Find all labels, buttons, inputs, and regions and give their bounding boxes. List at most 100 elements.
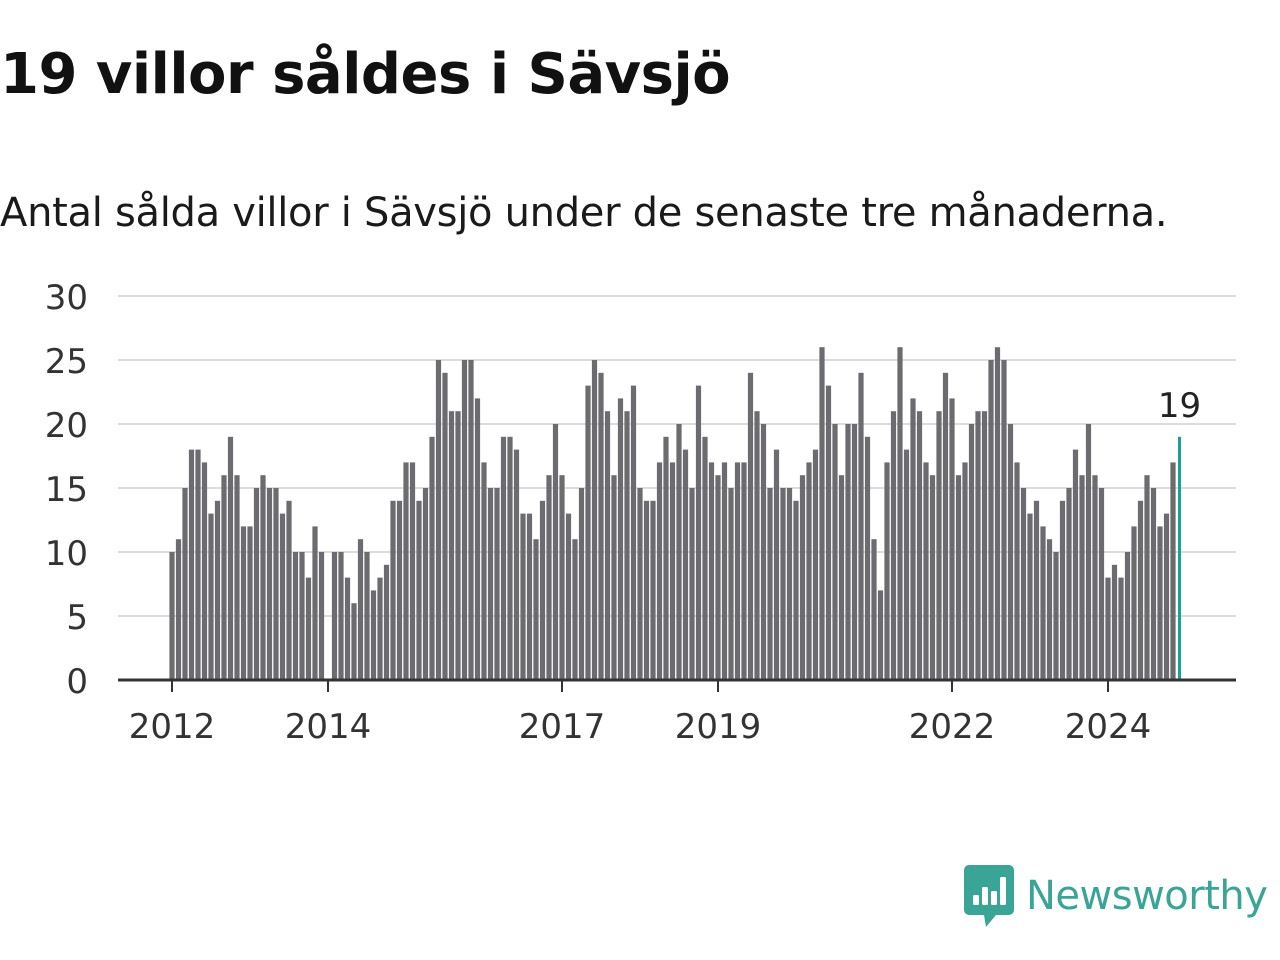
y-tick-label: 5 [66, 598, 88, 638]
bar [357, 539, 364, 680]
y-tick-label: 10 [45, 534, 88, 574]
bar [253, 488, 260, 680]
bar [526, 513, 533, 680]
bar [377, 577, 383, 680]
bar [1066, 488, 1072, 680]
bar [507, 436, 513, 680]
bar [390, 500, 396, 680]
bar [1098, 488, 1105, 680]
bar [533, 539, 539, 680]
bar [871, 539, 877, 680]
y-tick-label: 15 [45, 470, 88, 510]
bar [988, 360, 994, 680]
bar [923, 462, 929, 680]
chart-title: 19 villor såldes i Sävsjö [0, 42, 731, 107]
bar [1059, 500, 1066, 680]
bar [864, 436, 871, 680]
bar [1053, 552, 1059, 680]
bar [403, 462, 409, 680]
y-axis-ticks: 0 5 10 15 20 25 30 [45, 278, 88, 702]
bar [890, 411, 897, 680]
bar [1033, 500, 1040, 680]
bar [799, 475, 806, 680]
bar [318, 552, 325, 680]
bar [286, 500, 292, 680]
bar [305, 577, 312, 680]
bar [858, 372, 864, 680]
bar [214, 500, 221, 680]
bar [1040, 526, 1046, 680]
bar [331, 552, 338, 680]
bar [266, 488, 273, 680]
bar [188, 449, 195, 680]
highlight-value-label: 19 [1158, 386, 1201, 426]
bar [461, 360, 468, 680]
bar [994, 347, 1001, 680]
bar [604, 411, 611, 680]
bar [877, 590, 884, 680]
bar [494, 488, 500, 680]
brand-logo: Newsworthy [964, 864, 1268, 928]
bar [1027, 513, 1033, 680]
bar [565, 513, 572, 680]
bar [949, 398, 955, 680]
bar [591, 360, 598, 680]
bar-chart: 0 5 10 15 20 25 30 2012 2014 2017 2019 2022 2024 19 [45, 278, 1236, 747]
x-tick-label: 2014 [285, 707, 372, 747]
bar [760, 424, 767, 680]
bar [682, 449, 689, 680]
bar [650, 500, 656, 680]
bar [643, 500, 650, 680]
bar [240, 526, 247, 680]
bar [832, 424, 838, 680]
bars [169, 347, 1181, 680]
bar [409, 462, 416, 680]
bar [1131, 526, 1137, 680]
bar [611, 475, 617, 680]
bar [747, 372, 754, 680]
bar [838, 475, 845, 680]
bar [208, 513, 214, 680]
bar [936, 411, 942, 680]
x-axis-ticks: 2012 2014 2017 2019 2022 2024 [129, 680, 1151, 747]
bar [786, 488, 793, 680]
bar [819, 347, 825, 680]
bar [1020, 488, 1027, 680]
bar [559, 475, 565, 680]
bar [741, 462, 747, 680]
bar [1170, 462, 1176, 680]
bar [669, 462, 676, 680]
bar [338, 552, 344, 680]
bar [903, 449, 910, 680]
bar [175, 539, 182, 680]
bar [728, 488, 734, 680]
bar [1007, 424, 1014, 680]
bar [422, 488, 429, 680]
bar [455, 411, 461, 680]
bar [734, 462, 741, 680]
bar [195, 449, 201, 680]
bar [234, 475, 240, 680]
bar [429, 436, 435, 680]
bar [552, 424, 559, 680]
bar [695, 385, 702, 680]
bar [812, 449, 819, 680]
bar [689, 488, 695, 680]
bar [481, 462, 487, 680]
bar [845, 424, 851, 680]
chart-subtitle: Antal sålda villor i Sävsjö under de sen… [0, 190, 1168, 236]
bar [1072, 449, 1079, 680]
bar [169, 552, 175, 680]
bar [1157, 526, 1163, 680]
bar [396, 500, 403, 680]
bar [637, 488, 643, 680]
bar [1137, 500, 1144, 680]
x-tick-label: 2012 [129, 707, 216, 747]
bar [513, 449, 520, 680]
y-tick-label: 30 [45, 278, 88, 318]
bar [1079, 475, 1085, 680]
bar [884, 462, 890, 680]
bar [773, 449, 780, 680]
bar [780, 488, 786, 680]
bar [806, 462, 812, 680]
